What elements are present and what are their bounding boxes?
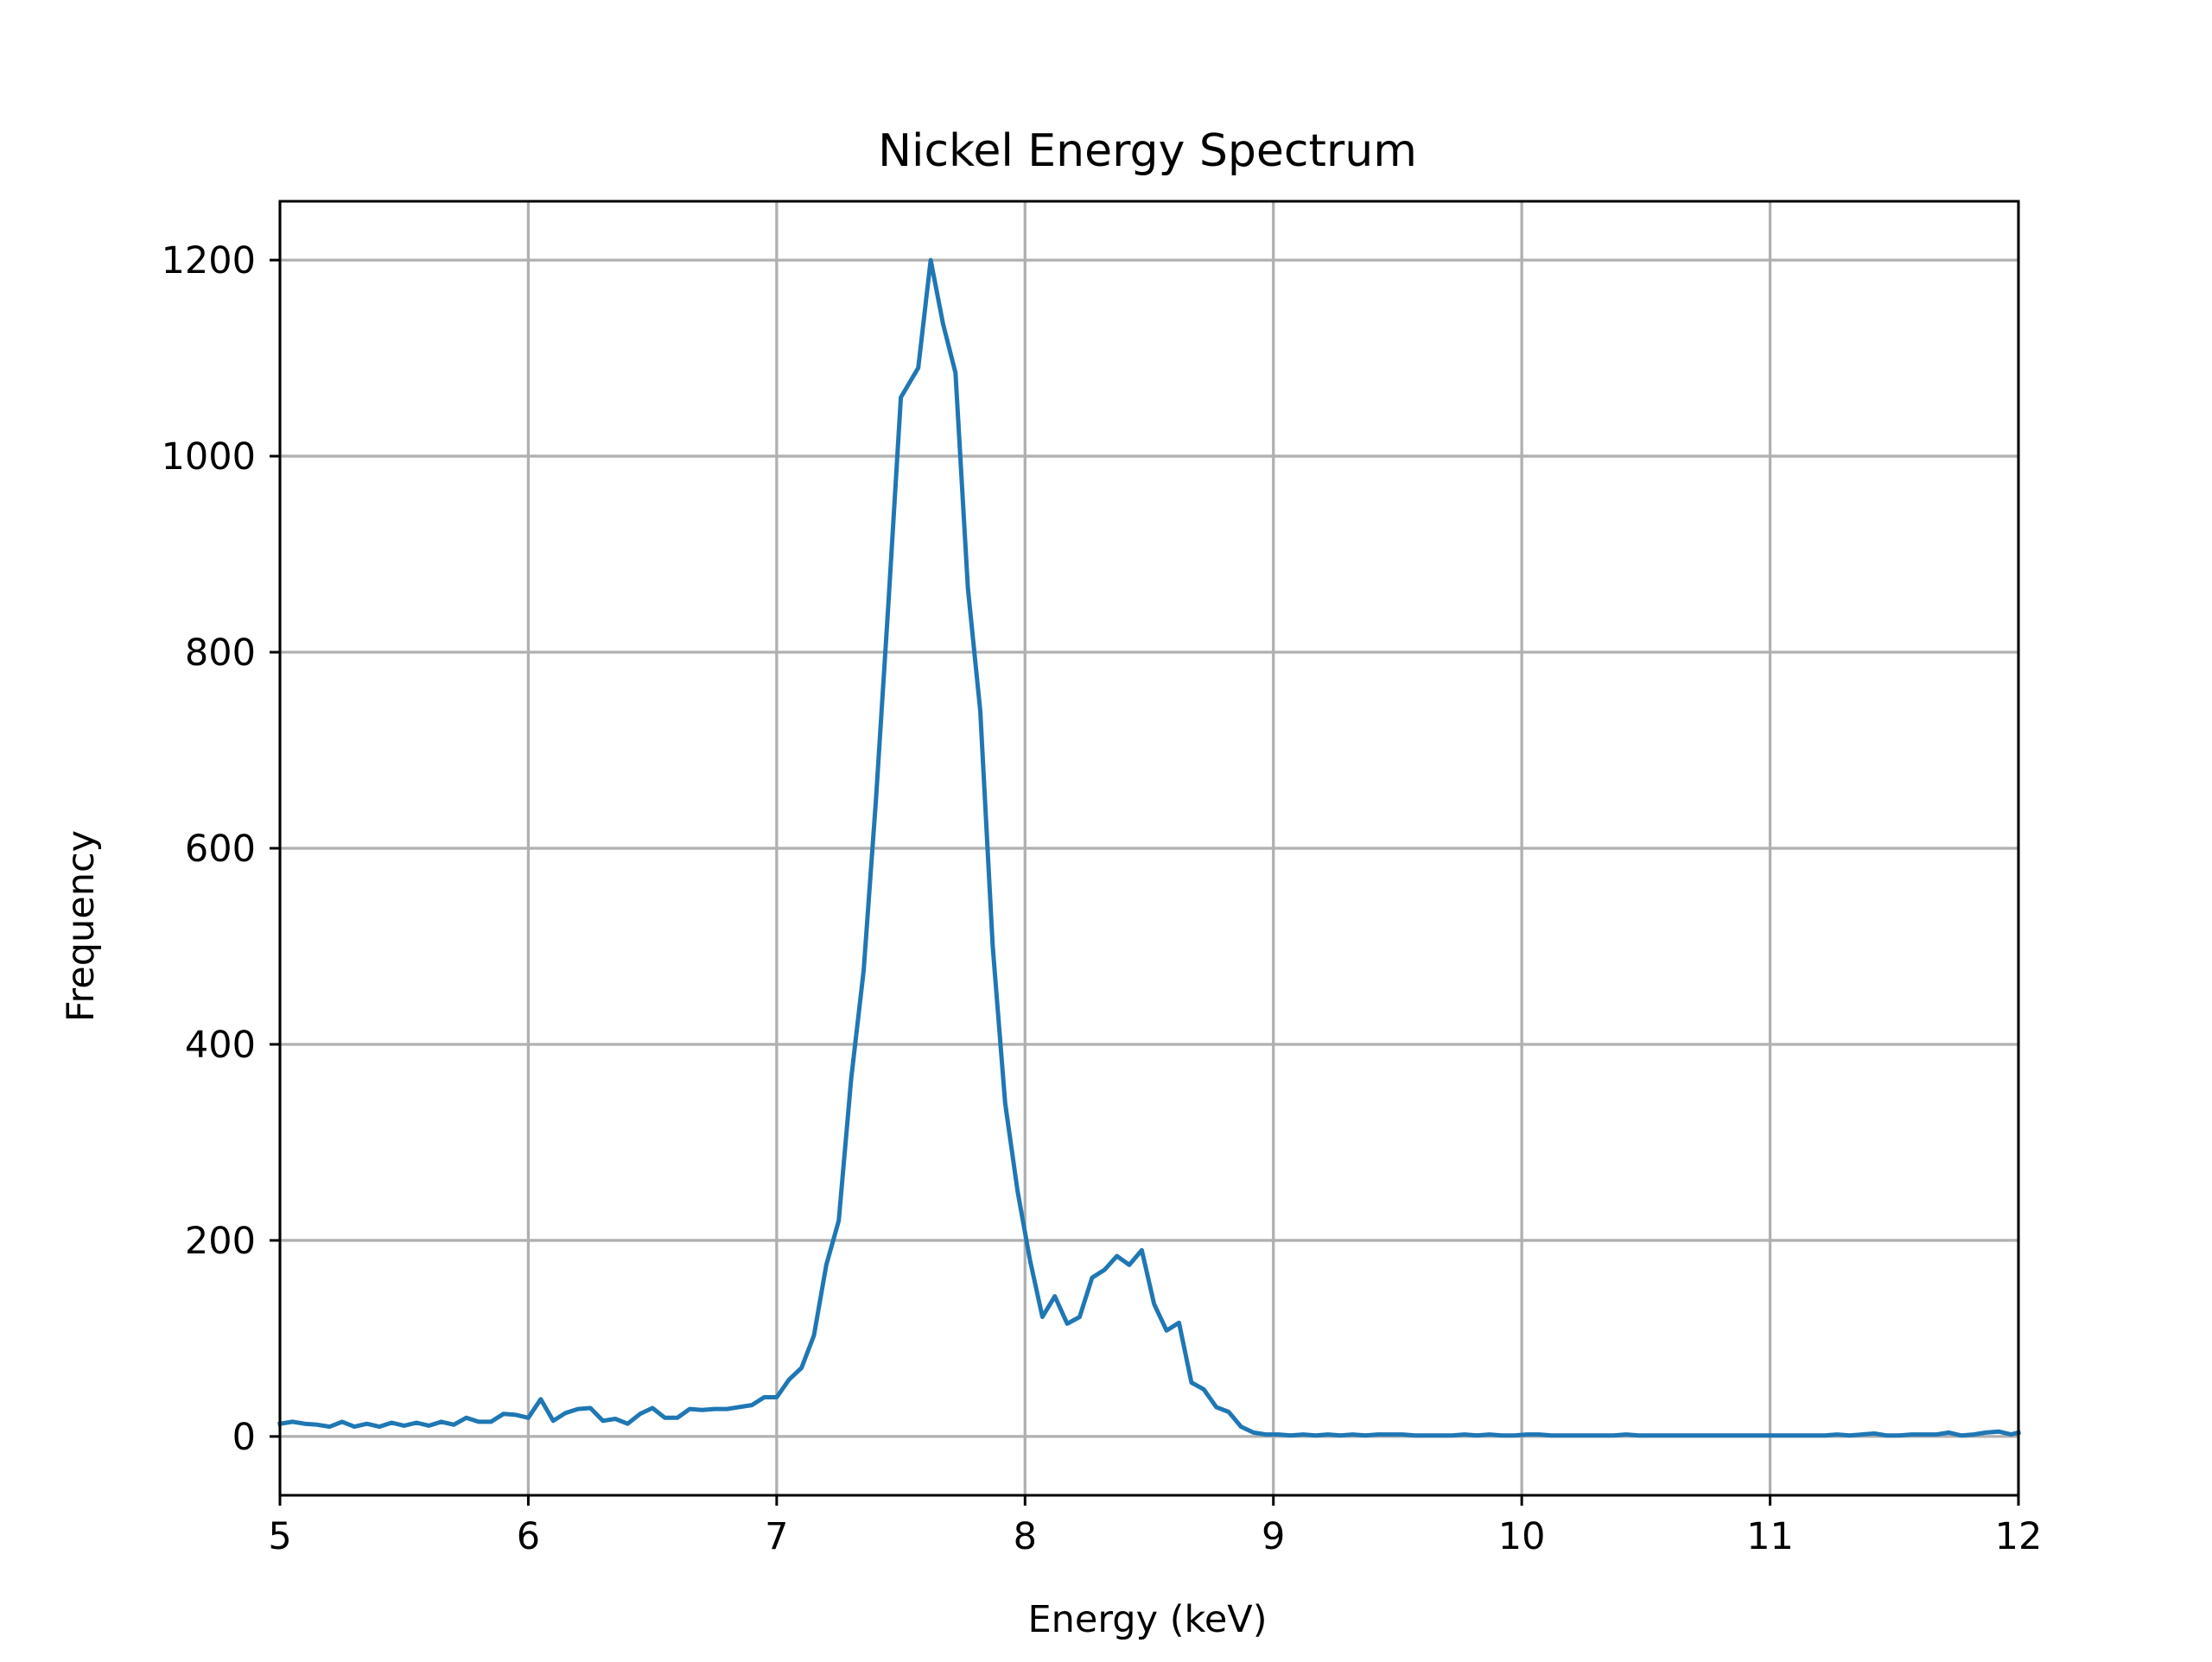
x-tick-label: 7	[765, 1515, 788, 1558]
ticks: 5 6 7 8 9 10 11 12 0 200 400 600 800 1000 1200	[162, 239, 2043, 1558]
y-tick-label: 800	[185, 631, 256, 675]
y-tick-label: 1200	[162, 239, 256, 282]
y-axis-label: Frequency	[60, 830, 103, 1022]
x-tick-label: 6	[517, 1515, 540, 1558]
y-tick-label: 400	[185, 1024, 256, 1067]
grid	[278, 201, 2020, 1495]
x-tick-label: 10	[1498, 1515, 1546, 1558]
x-tick-label: 5	[268, 1515, 291, 1558]
chart-title: Nickel Energy Spectrum	[878, 125, 1417, 177]
y-tick-label: 1000	[162, 435, 256, 479]
x-axis-label: Energy (keV)	[1027, 1598, 1267, 1641]
x-tick-label: 12	[1995, 1515, 2043, 1558]
x-tick-label: 9	[1262, 1515, 1285, 1558]
y-tick-label: 0	[232, 1416, 256, 1459]
x-tick-label: 8	[1014, 1515, 1037, 1558]
y-tick-label: 600	[185, 828, 256, 871]
series-layer	[277, 257, 2022, 1438]
series-line	[277, 257, 2022, 1438]
x-tick-label: 11	[1746, 1515, 1794, 1558]
y-tick-label: 200	[185, 1220, 256, 1263]
